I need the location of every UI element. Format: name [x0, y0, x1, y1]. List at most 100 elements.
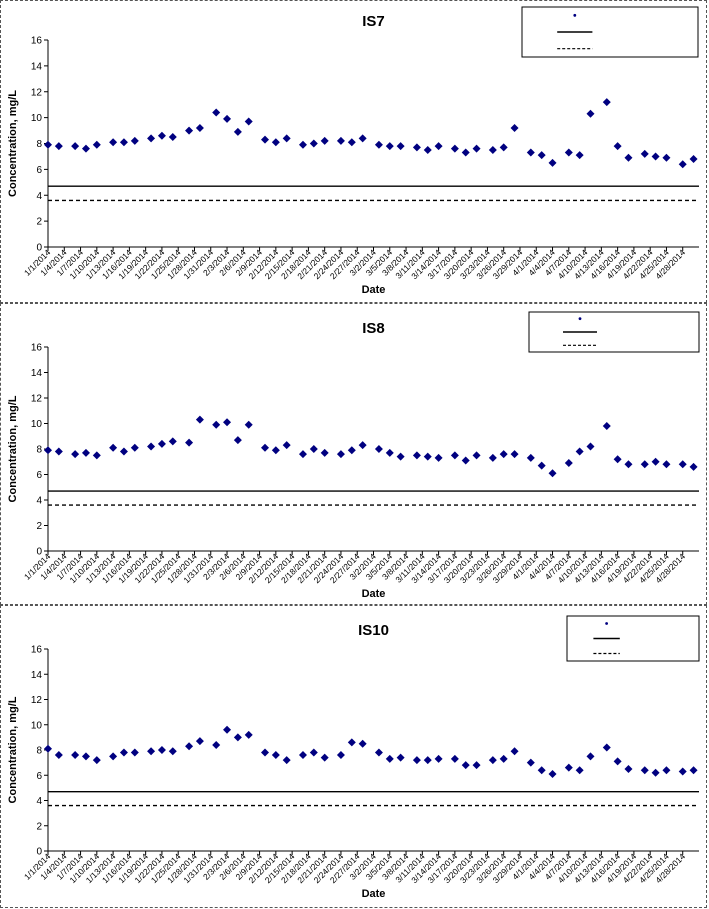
data-point [488, 145, 497, 154]
data-point [499, 450, 508, 459]
data-point [564, 763, 573, 772]
data-point [461, 148, 470, 157]
data-point [271, 446, 280, 455]
data-point [613, 757, 622, 766]
data-point [147, 134, 156, 143]
chart-panel-is7: IS7 0 2 4 6 8 10 12 14 16 1/1/2014 1/4/2014 1/7/2014… [0, 0, 707, 303]
y-tick-label: 12 [31, 394, 43, 405]
x-axis-title: Date [362, 284, 386, 296]
chart-title-is7: IS7 [362, 13, 385, 30]
data-point [195, 123, 204, 132]
data-point [81, 448, 90, 457]
data-point [640, 460, 649, 469]
data-point [396, 452, 405, 461]
data-point [130, 443, 139, 452]
y-tick-label: 12 [31, 87, 43, 98]
data-point [423, 756, 432, 765]
data-point [168, 133, 177, 142]
data-point [109, 443, 118, 452]
y-tick-label: 10 [31, 720, 43, 731]
data-point [624, 764, 633, 773]
y-tick-label: 8 [36, 139, 42, 150]
data-point [336, 136, 345, 145]
data-point [412, 451, 421, 460]
data-point [461, 761, 470, 770]
data-point [336, 751, 345, 760]
data-point [185, 438, 194, 447]
data-point [662, 460, 671, 469]
x-axis-title: Date [362, 588, 386, 600]
data-point [651, 768, 660, 777]
data-point [282, 134, 291, 143]
chart-svg-is7: IS702468101214161/1/20141/4/20141/7/2014… [7, 6, 699, 296]
data-point [119, 138, 128, 147]
data-point [185, 126, 194, 135]
chart-title-is8: IS8 [362, 320, 385, 337]
data-point [244, 117, 253, 126]
data-point [548, 469, 557, 478]
data-point [586, 752, 595, 761]
data-point [575, 766, 584, 775]
data-point [396, 142, 405, 151]
data-point [526, 758, 535, 767]
data-point [586, 109, 595, 118]
data-point [147, 442, 156, 451]
data-point [261, 135, 269, 144]
data-point [92, 140, 101, 149]
data-point [320, 136, 329, 145]
data-point [396, 753, 405, 762]
chart-panel-is8: IS8 0 2 4 6 8 10 12 14 16 1/1/2014 1/4/2014 1/7/2014… [0, 303, 707, 605]
data-point [689, 766, 698, 775]
data-point [44, 744, 52, 753]
data-point [640, 766, 649, 775]
data-point [434, 142, 443, 151]
y-tick-label: 6 [36, 165, 42, 176]
data-point [499, 143, 508, 152]
data-point [662, 766, 671, 775]
y-tick-label: 4 [36, 191, 42, 202]
data-point [586, 442, 595, 451]
data-point [602, 743, 611, 752]
data-point [54, 447, 63, 456]
data-point [548, 158, 557, 167]
data-point [358, 739, 367, 748]
legend-box [528, 311, 700, 353]
data-point [602, 98, 611, 107]
data-point [320, 448, 329, 457]
data-point [282, 441, 291, 450]
data-point [374, 140, 383, 149]
data-point [157, 439, 166, 448]
x-axis-title: Date [362, 888, 386, 900]
data-point [640, 149, 649, 158]
y-tick-label: 4 [36, 796, 42, 807]
data-point [44, 446, 52, 455]
data-point [309, 445, 318, 453]
data-point [168, 437, 177, 446]
data-point [347, 446, 356, 455]
y-tick-label: 2 [36, 821, 42, 832]
data-point [92, 451, 101, 460]
y-axis-title: Concentration, mg/L [7, 395, 19, 502]
data-point [195, 415, 204, 424]
data-point [157, 131, 166, 140]
data-point [412, 756, 421, 765]
data-point [223, 418, 232, 427]
data-point [54, 751, 63, 760]
y-tick-label: 0 [36, 243, 42, 254]
data-point [613, 455, 622, 464]
data-point [537, 151, 546, 160]
data-point [109, 138, 118, 147]
data-point [261, 748, 269, 757]
y-tick-label: 16 [31, 36, 43, 47]
data-point [537, 461, 546, 470]
data-point [298, 140, 307, 149]
data-point [212, 740, 221, 749]
data-point [212, 420, 221, 429]
data-point [564, 459, 573, 468]
data-point [423, 145, 432, 154]
y-tick-label: 6 [36, 771, 42, 782]
y-tick-label: 4 [36, 496, 42, 507]
data-point [472, 451, 481, 460]
data-point [347, 738, 356, 747]
data-point [309, 139, 318, 148]
